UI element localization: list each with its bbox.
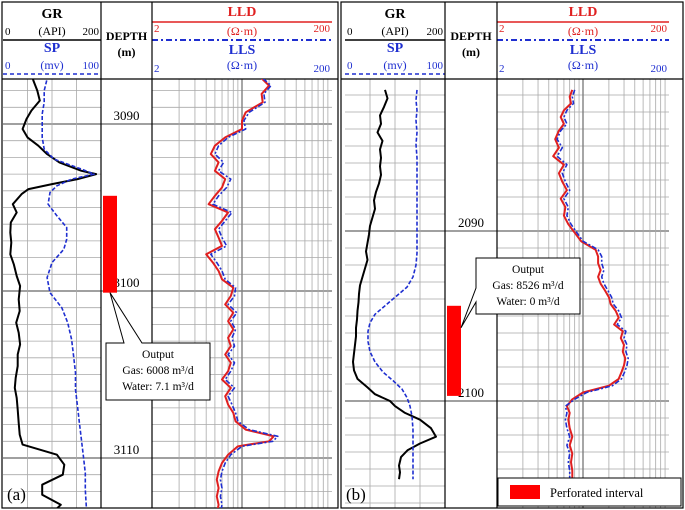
lld-scale-max: 200 xyxy=(314,23,331,35)
callout-box xyxy=(460,257,581,329)
lld-curve-name: LLD xyxy=(569,5,598,20)
depth-tick-label: 2100 xyxy=(458,385,484,400)
gr-curve-name: GR xyxy=(42,7,64,22)
sp-unit: (mv) xyxy=(40,58,63,72)
depth-unit: (m) xyxy=(462,45,480,59)
log-panel-b: GR (API) 0 200 SP (mv) 0 100 DEPTH (m) LLD (Ω·m) 2 20… xyxy=(340,1,684,509)
depth-header: DEPTH xyxy=(450,29,492,43)
legend-swatch xyxy=(510,485,540,499)
log-curves xyxy=(9,79,279,508)
depth-unit: (m) xyxy=(118,45,136,59)
panel-border xyxy=(1,1,339,509)
lls-curve xyxy=(556,89,629,480)
lld-scale-max: 200 xyxy=(651,23,668,35)
sp-curve xyxy=(367,89,418,480)
gr-scale-min: 0 xyxy=(5,26,11,38)
lls-scale-max: 200 xyxy=(651,63,668,75)
lls-curve-name: LLS xyxy=(570,43,597,58)
log-grid xyxy=(3,79,332,508)
lld-scale-min: 2 xyxy=(499,23,505,35)
depth-header: DEPTH xyxy=(106,29,148,43)
lld-unit: (Ω·m) xyxy=(227,24,257,38)
panel-label: (a) xyxy=(7,485,26,504)
lld-curve xyxy=(205,79,275,508)
gr-scale-max: 200 xyxy=(427,26,444,38)
sp-curve xyxy=(41,79,95,508)
gr-scale-min: 0 xyxy=(347,26,353,38)
sp-scale-max: 100 xyxy=(427,60,444,72)
lls-scale-max: 200 xyxy=(314,63,331,75)
production-callout: Output Gas: 6008 m³/d Water: 7.1 m³/d xyxy=(105,292,211,401)
lls-unit: (Ω·m) xyxy=(227,58,257,72)
gr-unit: (API) xyxy=(381,24,408,38)
gr-curve xyxy=(9,79,98,508)
sp-unit: (mv) xyxy=(383,58,406,72)
legend-label: Perforated interval xyxy=(550,486,644,500)
lld-unit: (Ω·m) xyxy=(568,24,598,38)
production-callout: Output Gas: 8526 m³/d Water: 0 m³/d xyxy=(460,257,581,329)
lls-scale-min: 2 xyxy=(499,63,505,75)
gr-unit: (API) xyxy=(38,24,65,38)
gr-curve xyxy=(352,89,437,480)
callout-box xyxy=(105,292,211,401)
log-curves xyxy=(352,89,629,480)
callout-water: Water: 0 m³/d xyxy=(496,296,559,308)
gr-curve-name: GR xyxy=(385,7,407,22)
depth-tick-label: 3090 xyxy=(114,108,140,123)
callout-gas: Gas: 6008 m³/d xyxy=(122,365,193,377)
sp-curve-name: SP xyxy=(387,41,404,56)
panel-label: (b) xyxy=(346,485,366,504)
track-header: GR (API) 0 200 SP (mv) 0 100 DEPTH (m) LLD (Ω·m) 2 20… xyxy=(345,5,669,75)
depth-tick-label: 3110 xyxy=(114,442,140,457)
callout-gas: Gas: 8526 m³/d xyxy=(492,280,563,292)
callout-title: Output xyxy=(142,349,175,361)
track-header: GR (API) 0 200 SP (mv) 0 100 DEPTH (m) LLD (Ω·m) 2 20… xyxy=(3,5,332,75)
gr-scale-max: 200 xyxy=(83,26,100,38)
lld-scale-min: 2 xyxy=(154,23,160,35)
sp-scale-min: 0 xyxy=(5,60,11,72)
panel-frame xyxy=(340,1,684,509)
sp-scale-max: 100 xyxy=(83,60,100,72)
lld-curve-name: LLD xyxy=(228,5,257,20)
log-panel-a: GR (API) 0 200 SP (mv) 0 100 DEPTH (m) LLD (Ω·m) 2 20… xyxy=(1,1,339,509)
lls-curve xyxy=(210,79,279,508)
sp-curve-name: SP xyxy=(44,41,61,56)
lls-unit: (Ω·m) xyxy=(568,58,598,72)
depth-tick-label: 3100 xyxy=(114,275,140,290)
callout-title: Output xyxy=(512,264,545,276)
lls-curve-name: LLS xyxy=(229,43,256,58)
panel-frame xyxy=(1,1,339,509)
legend: Perforated interval xyxy=(497,477,682,507)
depth-tick-label: 2090 xyxy=(458,215,484,230)
panel-border xyxy=(340,1,684,509)
sp-scale-min: 0 xyxy=(347,60,353,72)
callout-water: Water: 7.1 m³/d xyxy=(122,381,194,393)
perforated-interval-bar xyxy=(447,305,461,396)
lls-scale-min: 2 xyxy=(154,63,160,75)
lld-curve xyxy=(552,89,627,480)
perforated-interval-bar xyxy=(103,195,117,293)
